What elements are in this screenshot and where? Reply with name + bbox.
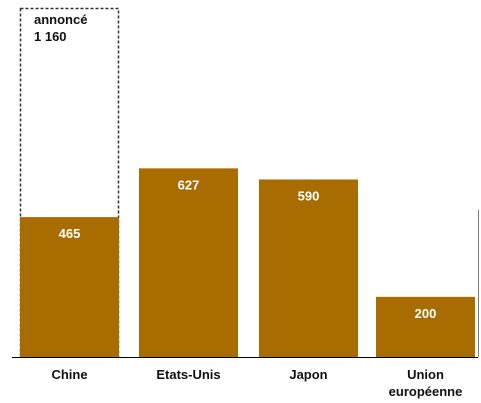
labels-layer: 465 Chine 627 Etats-Unis 590 Japon 200 Union eur…	[51, 177, 462, 399]
bar-1	[139, 168, 238, 357]
bar-value-label: 465	[59, 226, 81, 241]
category-label: Etats-Unis	[156, 367, 220, 382]
category-label: européenne	[389, 384, 463, 399]
category-label: Chine	[51, 367, 87, 382]
bar-value-label: 200	[415, 306, 437, 321]
announced-label-line: 1 160	[34, 29, 67, 44]
category-label: Japon	[289, 367, 327, 382]
bar-2	[259, 179, 358, 357]
bar-value-label: 590	[298, 188, 320, 203]
bars-layer	[20, 168, 475, 357]
bar-value-label: 627	[178, 177, 200, 192]
announced-label-line: annoncé	[34, 12, 87, 27]
bar-0	[20, 217, 119, 357]
bar-3	[376, 296, 475, 357]
category-label: Union	[407, 367, 444, 382]
